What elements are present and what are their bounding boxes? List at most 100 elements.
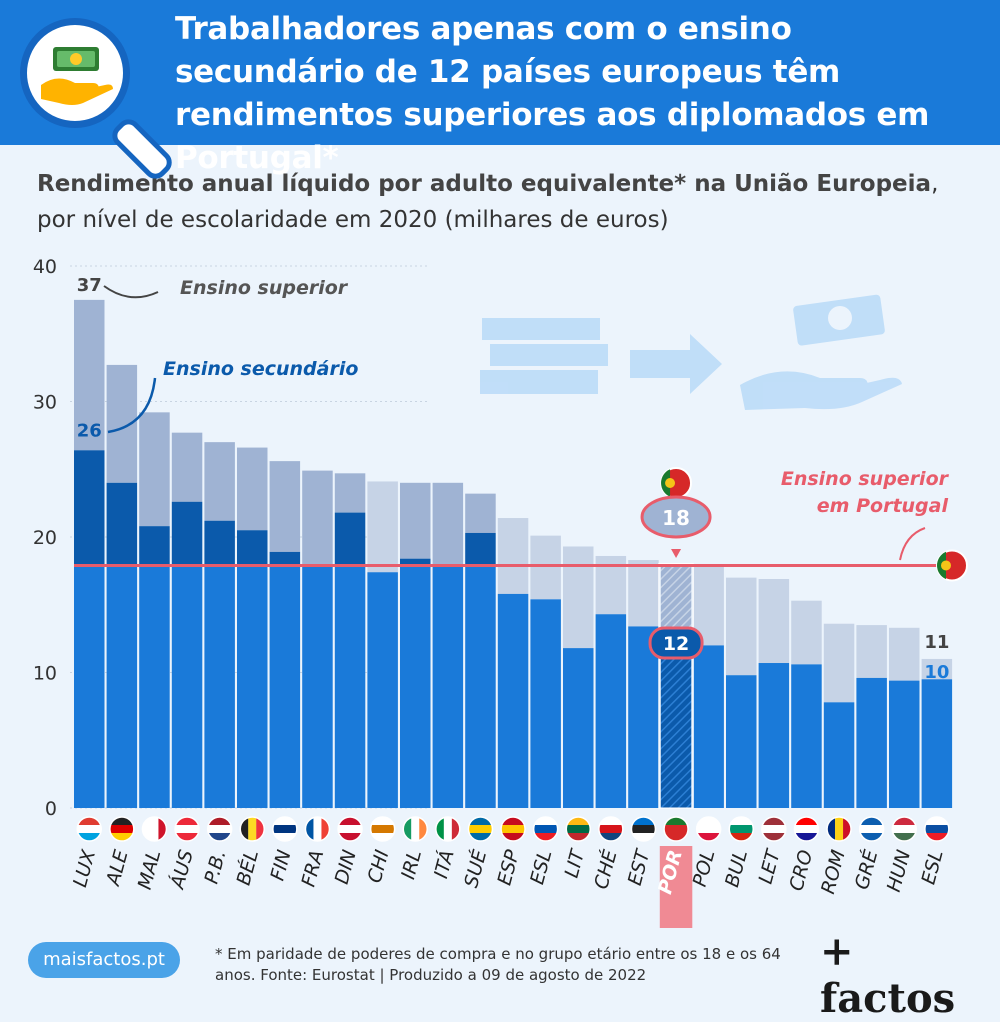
bar-ensino-superior: [204, 442, 235, 521]
bar-ensino-secundario-base: [432, 565, 464, 808]
flag-esp-icon: [500, 816, 526, 842]
money-magnifier-icon: [20, 18, 130, 128]
bar-ensino-superior: [400, 482, 431, 559]
bar-ensino-secundario: [726, 675, 757, 808]
bar-ensino-superior: [139, 412, 170, 527]
bar-ensino-superior: [791, 600, 822, 665]
footnote: * Em paridade de poderes de compra e no …: [215, 945, 781, 984]
bar-ensino-superior: [530, 535, 561, 600]
y-tick-label: 40: [33, 256, 57, 278]
flag-pol-icon: [695, 816, 722, 842]
bar-ensino-secundario: [660, 645, 692, 808]
x-tick-label: ITÁ: [429, 847, 459, 880]
bar-ensino-secundario-base: [400, 565, 431, 808]
bar-ensino-secundario: [237, 530, 268, 566]
bar-ensino-superior: [823, 623, 855, 703]
x-tick-label: P.B.: [200, 848, 230, 887]
bar-ensino-secundario-base: [334, 565, 366, 808]
bar-ensino-secundario: [106, 482, 138, 566]
flag-irl-icon: [402, 816, 428, 842]
bar-ensino-superior: [269, 461, 301, 552]
bar-ensino-secundario: [171, 501, 203, 566]
value-label-por-superior: 18: [662, 506, 690, 530]
bar-ensino-superior: [497, 518, 529, 594]
bar-ensino-secundario-base: [171, 565, 203, 808]
flag-cze-icon: [598, 816, 624, 842]
x-tick-label: BUL: [721, 848, 752, 890]
bar-ensino-secundario-base: [74, 565, 105, 808]
flag-svk-icon: [924, 816, 950, 842]
flag-hrv-icon: [793, 816, 820, 842]
x-tick-label: FIN: [266, 848, 295, 883]
flag-rou-icon: [826, 816, 852, 842]
flag-lux-icon: [76, 816, 102, 842]
x-tick-label: IRL: [397, 848, 426, 882]
flag-aut-icon: [174, 816, 200, 842]
subtitle-bold: Rendimento anual líquido por adulto equi…: [37, 171, 932, 197]
site-link-button[interactable]: maisfactos.pt: [28, 942, 180, 978]
flag-mlt-icon: [141, 816, 168, 842]
bar-ensino-superior: [171, 432, 203, 502]
bar-ensino-superior: [758, 579, 790, 664]
y-tick-label: 10: [33, 663, 57, 685]
bar-ensino-secundario: [595, 614, 627, 808]
flag-svn-icon: [532, 816, 559, 842]
bar-ensino-secundario: [497, 593, 529, 808]
bar-ensino-secundario: [921, 679, 953, 808]
legend-ensino-superior: Ensino superior: [180, 277, 349, 299]
flag-prt-icon: [663, 816, 689, 842]
bar-ensino-superior: [856, 625, 887, 678]
bar-ensino-superior: [921, 658, 953, 680]
bar-ensino-superior: [628, 560, 659, 627]
header-banner: Trabalhadores apenas com o ensino secund…: [0, 0, 1000, 184]
portugal-highlight: [658, 562, 694, 809]
x-tick-label: GRÉ: [850, 847, 883, 892]
x-tick-label: ESP: [493, 847, 524, 888]
bar-ensino-secundario-base: [204, 565, 235, 808]
bar-chart: 0 10 20 30 40 Ensino superior em Portugal LUX…: [33, 256, 968, 928]
bar-ensino-secundario: [204, 520, 235, 566]
chart-subtitle: Rendimento anual líquido por adulto equi…: [37, 166, 977, 238]
bar-ensino-secundario-base: [106, 565, 138, 808]
pointer-icon: [671, 549, 682, 558]
value-label-lux-secundario: 26: [77, 420, 102, 441]
x-tick-label: BÉL: [232, 847, 263, 887]
value-label-lux-superior: 37: [77, 275, 102, 296]
bar-ensino-superior: [302, 470, 333, 565]
flag-fra-icon: [304, 816, 331, 842]
bar-ensino-secundario: [563, 648, 594, 808]
reference-arrow: [899, 527, 926, 561]
x-tick-label: ÁUS: [165, 847, 198, 893]
flag-hun-icon: [891, 816, 917, 842]
flag-cyp-icon: [369, 816, 396, 842]
x-tick-label: FRA: [297, 848, 328, 890]
x-tick-label: ROM: [817, 848, 850, 897]
page-title: Trabalhadores apenas com o ensino secund…: [175, 11, 930, 176]
bar-ensino-secundario: [758, 663, 790, 808]
bar-ensino-secundario: [530, 599, 561, 808]
bar-ensino-secundario-base: [237, 565, 268, 808]
bar-ensino-secundario: [823, 702, 855, 808]
bar-ensino-secundario: [465, 532, 496, 566]
bar-ensino-secundario: [400, 558, 431, 566]
reference-line-label-2: em Portugal: [817, 495, 949, 517]
reference-line-label: Ensino superior: [781, 468, 950, 490]
value-label-por-secundario: 12: [663, 633, 689, 655]
x-tick-label: DIN: [331, 848, 361, 887]
y-tick-label: 20: [33, 527, 57, 549]
bar-ensino-secundario: [269, 551, 301, 566]
flag-bel-icon: [239, 816, 265, 842]
bar-ensino-secundario: [628, 626, 659, 808]
y-tick-label: 0: [45, 798, 57, 820]
value-label-svk-superior: 11: [924, 632, 949, 653]
bar-ensino-secundario-base: [465, 565, 496, 808]
portugal-superior-bubble: [640, 495, 712, 539]
flag-est-icon: [630, 816, 657, 842]
bar-ensino-secundario-base: [269, 565, 301, 808]
subtitle-rest: , por nível de escolaridade em 2020 (mil…: [37, 171, 939, 233]
portugal-flag-top-icon: [660, 467, 693, 499]
flag-ltu-icon: [565, 816, 591, 842]
x-tick-label: POL: [689, 848, 720, 889]
annotation-arrow-sec: [107, 377, 157, 434]
brand-logo: + factos: [820, 928, 956, 1022]
